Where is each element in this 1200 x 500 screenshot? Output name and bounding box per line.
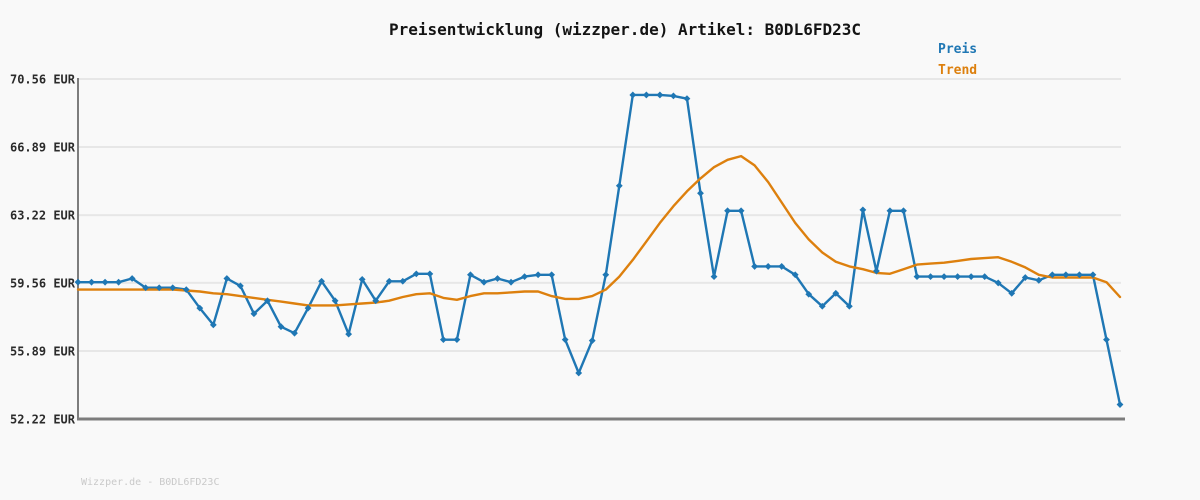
data-point-marker [710,273,718,281]
data-point-marker [480,278,488,286]
data-point-marker [927,273,934,281]
y-tick-label: 52.22 EUR [10,413,76,427]
data-point-marker [115,278,122,286]
series-markers-preis [74,91,1124,408]
data-point-marker [439,336,447,344]
data-point-marker [913,273,921,281]
data-point-marker [88,278,95,286]
data-point-marker [101,278,109,286]
data-point-marker [453,336,461,344]
data-point-marker [1008,289,1016,297]
y-axis-labels: 70.56 EUR 66.89 EUR 63.22 EUR 59.56 EUR 55.8… [10,73,76,427]
data-point-marker [873,267,880,275]
data-point-marker [291,329,298,337]
data-point-marker [1076,271,1083,279]
data-point-marker [399,277,407,285]
data-point-marker [236,282,244,290]
data-point-marker [358,276,366,283]
data-point-marker [886,207,894,215]
data-point-marker [142,284,150,292]
data-point-marker [900,207,907,215]
legend-item-trend: Trend [938,63,978,78]
data-point-marker [304,304,312,312]
data-point-marker [670,92,677,100]
legend-item-preis: Preis [938,42,978,57]
data-point-marker [426,270,434,278]
data-point-marker [277,323,285,331]
data-point-marker [412,270,420,278]
data-point-marker [155,284,163,292]
data-point-marker [318,277,325,285]
y-tick-label: 70.56 EUR [10,73,76,87]
chart-legend: Preis Trend [938,39,977,81]
data-point-marker [1089,271,1097,279]
data-point-marker [548,271,556,279]
data-point-marker [629,91,637,99]
data-point-marker [1062,271,1070,279]
y-tick-label: 63.22 EUR [10,209,76,223]
data-point-marker [372,297,380,305]
data-point-marker [656,91,664,99]
data-point-marker [791,271,799,279]
data-point-marker [1116,401,1124,408]
y-tick-label: 66.89 EUR [10,141,76,155]
data-point-marker [223,275,231,282]
data-point-marker [994,279,1002,287]
data-point-marker [697,189,704,197]
watermark: Wizzper.de - B0DL6FD23C [81,477,220,488]
data-point-marker [954,273,962,281]
data-point-marker [264,297,271,305]
data-point-marker [805,290,813,298]
data-point-marker [615,182,623,190]
data-point-marker [74,278,82,286]
data-point-marker [967,273,975,281]
data-point-marker [778,263,786,270]
data-point-marker [642,91,650,99]
data-point-marker [724,207,731,215]
y-tick-label: 55.89 EUR [10,345,76,359]
y-tick-label: 59.56 EUR [10,276,76,290]
data-point-marker [385,277,393,285]
data-point-marker [683,95,691,103]
data-point-marker [209,321,217,329]
data-point-marker [521,273,528,281]
data-point-marker [845,302,853,310]
data-point-marker [561,336,569,344]
data-point-marker [250,310,258,318]
data-point-marker [1048,271,1056,279]
data-point-marker [764,263,772,270]
data-point-marker [751,263,759,270]
data-point-marker [331,297,339,305]
data-point-marker [169,284,177,292]
data-point-marker [1035,276,1043,284]
data-point-marker [737,207,745,215]
data-point-marker [534,271,542,279]
data-point-marker [467,271,474,279]
data-point-marker [602,271,610,279]
chart-title: Preisentwicklung (wizzper.de) Artikel: B… [388,20,861,39]
data-point-marker [588,337,596,344]
data-point-marker [128,275,136,282]
data-point-marker [507,278,515,286]
data-point-marker [940,273,948,281]
series-line-trend [76,154,1122,307]
data-point-marker [494,275,501,282]
series-line-preis [76,93,1122,406]
data-point-marker [981,273,989,281]
data-point-marker [1021,274,1029,281]
data-point-marker [182,286,190,293]
data-point-marker [818,302,826,310]
data-point-marker [196,304,204,312]
data-point-marker [832,289,840,297]
gridlines [78,78,1121,352]
data-point-marker [859,206,867,214]
data-point-marker [575,369,583,377]
data-point-marker [1103,336,1110,344]
data-point-marker [345,330,353,338]
